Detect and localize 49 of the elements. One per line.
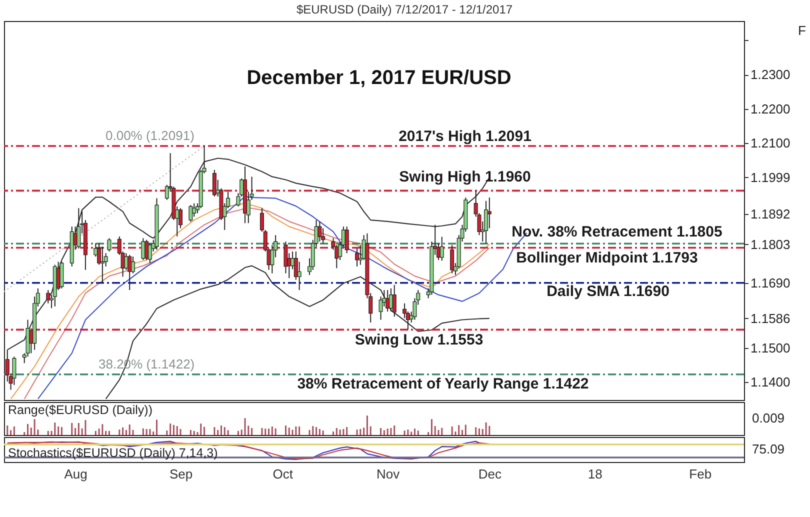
y-tick-label: 1.2300 — [750, 67, 790, 82]
y-tick-label: 1.1999 — [750, 170, 790, 185]
chart-title: Range($EURUSD (Daily)) — [8, 403, 152, 417]
y-tick-label: 1.1803 — [750, 236, 790, 252]
y-tick-label: 1.1892 — [750, 206, 790, 222]
x-tick-label: Dec — [478, 466, 502, 482]
candlestick — [100, 246, 104, 284]
ref-line-label: Swing Low 1.1553 — [354, 332, 484, 349]
x-tick-label: Oct — [272, 466, 294, 482]
text: 0.009 — [752, 410, 785, 426]
ref-line-label: 2017's High 1.2091 — [398, 128, 532, 145]
candlestick — [487, 197, 492, 229]
candlestick — [318, 220, 322, 242]
ref-line-label: Daily SMA 1.1690 — [546, 282, 670, 300]
y-tick-label: 1.2200 — [750, 101, 790, 116]
candlestick — [130, 256, 135, 274]
chart-title: $EURUSD (Daily) 7/12/2017 - 12/1/2017 — [296, 2, 513, 16]
candlestick — [484, 200, 488, 244]
text: 75.09 — [752, 442, 785, 456]
candlestick — [144, 239, 149, 261]
ref-line-label: Nov. 38% Retracement 1.1805 — [512, 224, 722, 241]
annotation: 0.00% (1.2091) — [106, 128, 194, 143]
candlestick — [192, 202, 196, 218]
candlestick — [128, 254, 132, 291]
x-tick-label: Feb — [689, 466, 712, 482]
x-tick-label: 18 — [588, 466, 602, 482]
y-tick-label: 1.1690 — [750, 275, 790, 290]
text: December 1, 2017 EUR/USD — [246, 67, 512, 89]
x-tick-label: Nov — [376, 466, 400, 482]
y-tick-label: 1.2100 — [750, 135, 790, 150]
candlestick — [392, 284, 396, 318]
ref-line-label: Swing High 1.1960 — [399, 168, 531, 186]
candlestick — [76, 208, 81, 249]
y-tick-label: 1.1500 — [750, 340, 790, 356]
y-tick-label: 1.1400 — [750, 374, 790, 390]
y-tick-label: 1.1586 — [750, 310, 790, 326]
ref-line-label: 38% Retracement of Yearly Range 1.1422 — [297, 375, 589, 392]
candlestick — [440, 236, 444, 262]
candlestick — [297, 261, 302, 291]
candlestick — [60, 261, 64, 289]
candlestick — [46, 290, 50, 304]
x-tick-label: Aug — [64, 466, 88, 482]
x-tick-label: Sep — [169, 466, 193, 482]
chart-title: Stochastics($EURUSD (Daily) 7,14,3) — [8, 446, 218, 460]
candlestick — [107, 238, 112, 252]
candlestick — [148, 242, 152, 264]
ref-line-label: Bollinger Midpoint 1.1793 — [516, 250, 698, 267]
candlestick — [188, 204, 193, 222]
text: F — [798, 23, 806, 38]
